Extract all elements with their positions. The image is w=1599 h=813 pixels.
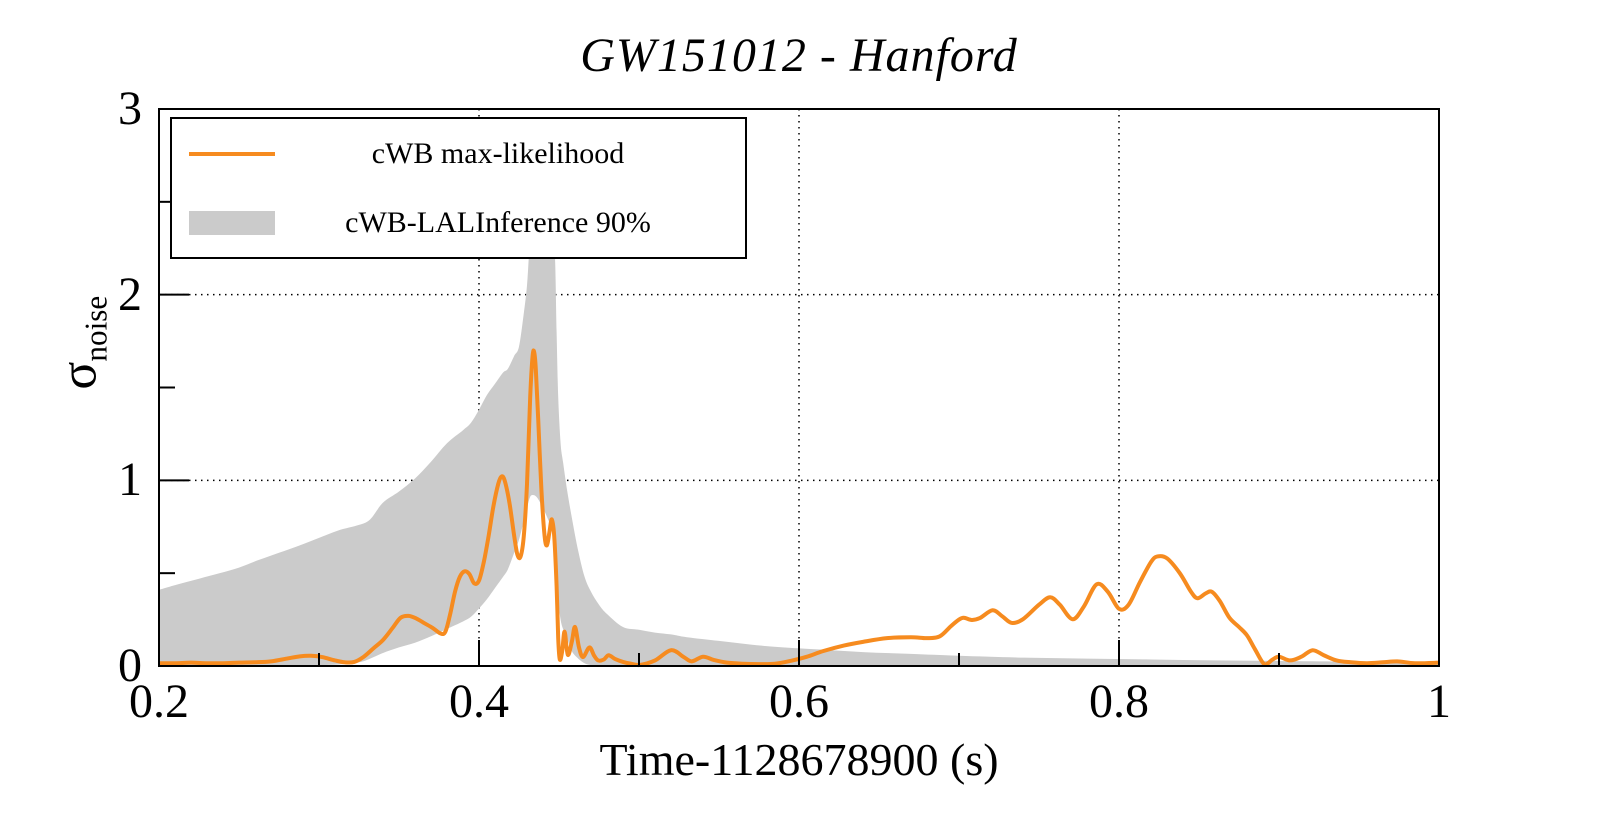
x-tick-label: 0.8: [1089, 675, 1149, 728]
x-tick-label: 1: [1427, 675, 1451, 728]
chart-title: GW151012 - Hanford: [580, 29, 1018, 82]
signal-line: [158, 348, 1440, 668]
y-tick-label: 1: [118, 453, 142, 507]
y-tick-label: 2: [118, 267, 142, 321]
y-tick-label: 3: [118, 82, 142, 135]
legend-line-swatch: [189, 151, 275, 156]
legend-entry-confidence-band: cWB-LALInference 90%: [172, 188, 745, 257]
x-axis-title: Time-1128678900 (s): [599, 734, 999, 785]
y-tick-label: 0: [118, 639, 142, 692]
legend: cWB max-likelihood cWB-LALInference 90%: [170, 117, 747, 259]
y-axis-symbol: σ: [50, 361, 108, 390]
x-tick-label: 0.2: [129, 675, 189, 728]
x-tick-label: 0.6: [769, 675, 829, 728]
legend-label: cWB-LALInference 90%: [345, 205, 651, 239]
legend-label: cWB max-likelihood: [371, 136, 625, 170]
legend-band-swatch: [189, 210, 275, 235]
legend-entry-max-likelihood: cWB max-likelihood: [172, 119, 745, 188]
x-tick-label: 0.4: [449, 675, 509, 728]
confidence-band: [159, 209, 1439, 666]
